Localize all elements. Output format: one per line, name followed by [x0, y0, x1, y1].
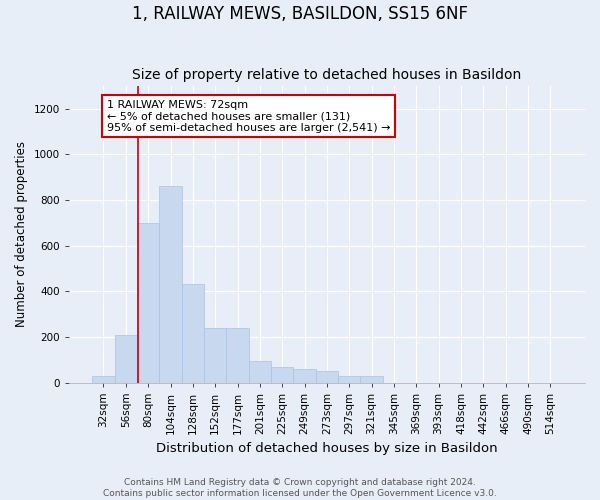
Bar — [249, 361, 271, 382]
Text: 1 RAILWAY MEWS: 72sqm
← 5% of detached houses are smaller (131)
95% of semi-deta: 1 RAILWAY MEWS: 72sqm ← 5% of detached h… — [107, 100, 391, 133]
Bar — [204, 328, 226, 382]
Bar — [293, 369, 316, 382]
Bar — [338, 376, 361, 382]
Bar — [182, 284, 204, 382]
Title: Size of property relative to detached houses in Basildon: Size of property relative to detached ho… — [132, 68, 521, 82]
Bar — [361, 376, 383, 382]
Bar — [271, 366, 293, 382]
Bar — [92, 376, 115, 382]
X-axis label: Distribution of detached houses by size in Basildon: Distribution of detached houses by size … — [156, 442, 498, 455]
Y-axis label: Number of detached properties: Number of detached properties — [15, 141, 28, 327]
Text: 1, RAILWAY MEWS, BASILDON, SS15 6NF: 1, RAILWAY MEWS, BASILDON, SS15 6NF — [132, 5, 468, 23]
Bar — [316, 371, 338, 382]
Bar — [137, 223, 160, 382]
Text: Contains HM Land Registry data © Crown copyright and database right 2024.
Contai: Contains HM Land Registry data © Crown c… — [103, 478, 497, 498]
Bar — [226, 328, 249, 382]
Bar — [115, 334, 137, 382]
Bar — [160, 186, 182, 382]
